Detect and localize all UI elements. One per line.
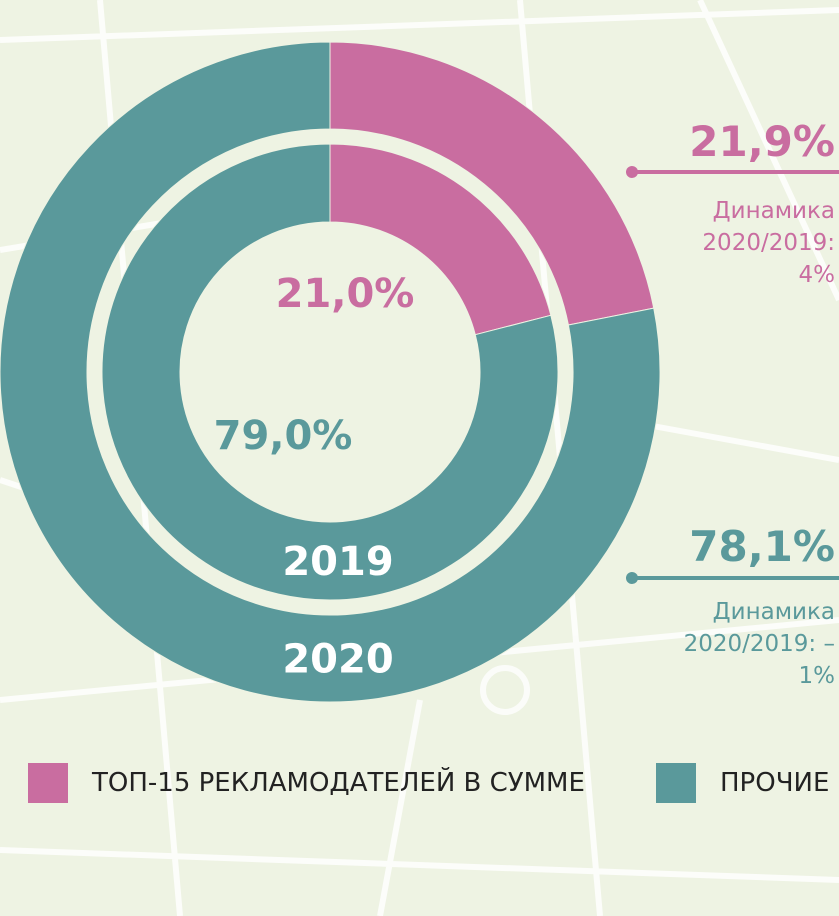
annotation: Динамика 2020/2019: –1% bbox=[683, 599, 835, 689]
annotation: Динамика 2020/2019: 4% bbox=[702, 198, 835, 288]
leader-dot bbox=[626, 166, 638, 178]
value-label: 21,0% bbox=[276, 271, 415, 317]
legend-swatch bbox=[28, 763, 68, 803]
ring-label: 2020 bbox=[282, 637, 393, 683]
ring-label: 2019 bbox=[282, 539, 393, 585]
donut-segment bbox=[101, 143, 559, 601]
legend-label: ПРОЧИЕ bbox=[720, 768, 830, 798]
value-label: 79,0% bbox=[214, 413, 353, 459]
value-label: 78,1% bbox=[689, 522, 835, 571]
leader-dot bbox=[626, 572, 638, 584]
donut-segment bbox=[0, 41, 661, 703]
legend-label: ТОП-15 РЕКЛАМОДАТЕЛЕЙ В СУММЕ bbox=[92, 768, 585, 798]
value-label: 21,9% bbox=[689, 117, 835, 166]
legend-swatch bbox=[656, 763, 696, 803]
